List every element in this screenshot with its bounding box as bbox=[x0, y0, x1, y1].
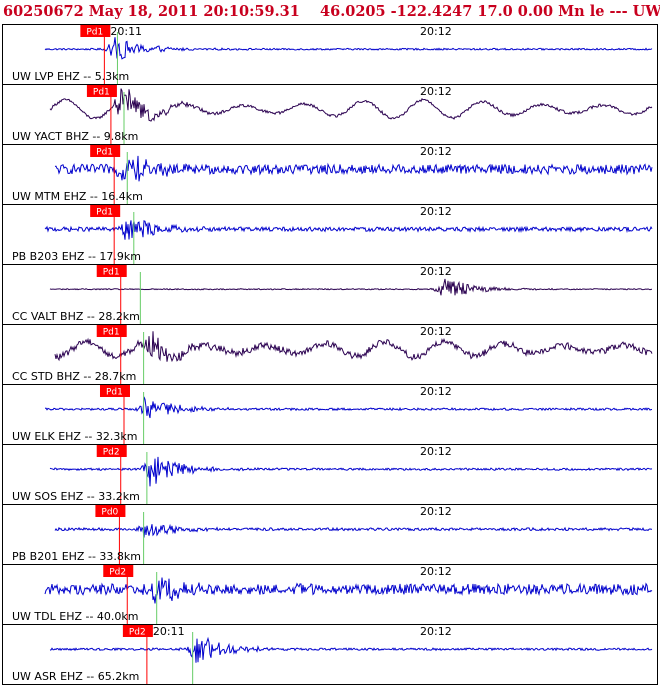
time-label-right: 20:12 bbox=[420, 145, 452, 158]
time-label-right: 20:12 bbox=[420, 385, 452, 398]
waveform-trace bbox=[49, 636, 653, 663]
station-label: CC VALT BHZ -- 28.2km bbox=[12, 310, 140, 323]
time-label-right: 20:12 bbox=[420, 25, 452, 38]
station-label: UW YACT BHZ -- 9.8km bbox=[12, 130, 138, 143]
waveform-trace bbox=[54, 155, 653, 182]
time-label-right: 20:12 bbox=[420, 505, 452, 518]
pick-label-box bbox=[90, 145, 121, 157]
pick-label: Pd2 bbox=[109, 568, 126, 578]
waveform-trace bbox=[54, 523, 652, 538]
pick-label-box bbox=[86, 85, 117, 97]
time-label-right: 20:12 bbox=[420, 265, 452, 278]
pick-label-box bbox=[103, 565, 134, 577]
time-label-right: 20:12 bbox=[420, 205, 452, 218]
pick-label: Pd2 bbox=[103, 448, 120, 458]
pick-label-box bbox=[96, 265, 127, 277]
station-label: UW LVP EHZ -- 5.3km bbox=[12, 70, 129, 83]
pick-label: Pd1 bbox=[86, 28, 103, 38]
station-label: PB B201 EHZ -- 33.8km bbox=[12, 550, 141, 563]
time-label-right: 20:12 bbox=[420, 565, 452, 578]
pick-label: Pd0 bbox=[101, 508, 118, 518]
time-label-left: 20:11 bbox=[153, 625, 185, 638]
time-label-right: 20:12 bbox=[420, 445, 452, 458]
time-label-left: 20:11 bbox=[110, 25, 142, 38]
time-label-right: 20:12 bbox=[420, 85, 452, 98]
waveform-trace bbox=[44, 220, 653, 240]
station-label: CC STD BHZ -- 28.7km bbox=[12, 370, 136, 383]
station-label: UW TDL EHZ -- 40.0km bbox=[12, 610, 139, 623]
waveform-trace bbox=[44, 577, 653, 604]
pick-label: Pd1 bbox=[96, 208, 113, 218]
pick-label: Pd1 bbox=[106, 388, 123, 398]
pick-label: Pd1 bbox=[93, 88, 110, 98]
event-header: 60250672 May 18, 2011 20:10:59.31 46.020… bbox=[3, 3, 660, 20]
station-label: UW SOS EHZ -- 33.2km bbox=[12, 490, 140, 503]
time-label-right: 20:12 bbox=[420, 625, 452, 638]
pick-label-box bbox=[95, 505, 126, 517]
pick-label-box bbox=[80, 25, 111, 37]
plot-frame bbox=[2, 24, 658, 685]
waveform-trace bbox=[49, 456, 653, 487]
pick-label: Pd1 bbox=[96, 148, 113, 158]
waveform-trace bbox=[54, 331, 653, 363]
pick-label-box bbox=[90, 205, 121, 217]
waveform-trace bbox=[49, 88, 653, 122]
time-label-right: 20:12 bbox=[420, 325, 452, 338]
pick-label-box bbox=[99, 385, 130, 397]
station-label: PB B203 EHZ -- 17.9km bbox=[12, 250, 141, 263]
station-label: UW ASR EHZ -- 65.2km bbox=[12, 670, 139, 683]
station-label: UW MTM EHZ -- 16.4km bbox=[12, 190, 143, 203]
waveform-trace bbox=[44, 37, 653, 60]
pick-label: Pd1 bbox=[103, 268, 120, 278]
pick-label: Pd2 bbox=[129, 628, 146, 638]
waveform-trace bbox=[49, 278, 653, 296]
station-label: UW ELK EHZ -- 32.3km bbox=[12, 430, 137, 443]
waveform-trace bbox=[44, 396, 653, 419]
pick-label-box bbox=[96, 325, 127, 337]
pick-label-box bbox=[122, 625, 153, 637]
pick-label-box bbox=[96, 445, 127, 457]
pick-label: Pd1 bbox=[103, 328, 120, 338]
